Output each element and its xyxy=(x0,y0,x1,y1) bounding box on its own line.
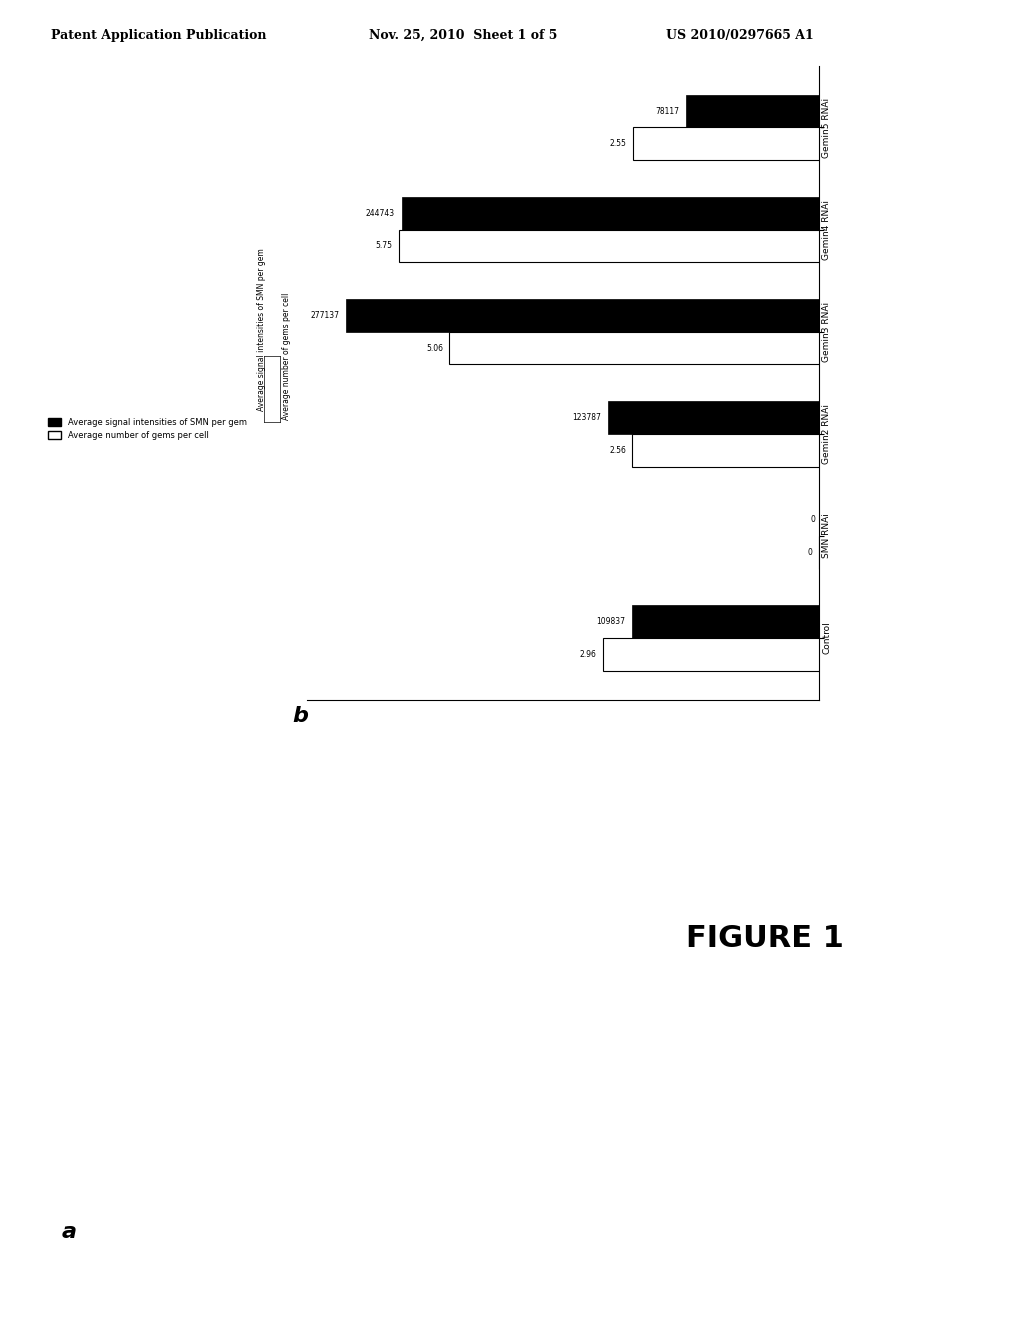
Text: Gemin3 RNAi: Gemin3 RNAi xyxy=(102,1201,143,1205)
Text: SMN RNAi: SMN RNAi xyxy=(228,964,259,968)
Point xyxy=(138,846,155,867)
Text: 5.06: 5.06 xyxy=(426,343,443,352)
Point xyxy=(237,1127,253,1148)
Text: US 2010/0297665 A1: US 2010/0297665 A1 xyxy=(666,29,813,42)
Bar xyxy=(633,128,819,160)
Point xyxy=(122,900,138,921)
Point xyxy=(245,1063,261,1084)
Point xyxy=(271,1106,288,1127)
Legend: Average signal intensities of SMN per gem, Average number of gems per cell: Average signal intensities of SMN per ge… xyxy=(45,414,250,444)
Point xyxy=(280,1138,296,1160)
Text: a: a xyxy=(61,1222,77,1242)
Text: 109837: 109837 xyxy=(596,618,625,626)
Text: FIGURE 1: FIGURE 1 xyxy=(686,924,844,953)
Point xyxy=(303,1073,319,1094)
Text: 2.56: 2.56 xyxy=(609,446,626,454)
Bar xyxy=(398,230,819,263)
Bar xyxy=(346,300,819,331)
Point xyxy=(154,813,170,834)
Point xyxy=(171,1138,188,1160)
Text: 0: 0 xyxy=(807,548,812,557)
Text: b: b xyxy=(292,706,308,726)
Text: Gemin5 RNAi: Gemin5 RNAi xyxy=(354,1201,395,1205)
Bar xyxy=(632,434,819,466)
Point xyxy=(119,1127,135,1148)
Point xyxy=(410,1040,426,1061)
Point xyxy=(390,1106,407,1127)
Text: A: A xyxy=(200,770,207,779)
Point xyxy=(382,912,398,933)
Text: D: D xyxy=(200,1007,207,1016)
Bar xyxy=(603,638,819,671)
Point xyxy=(418,846,434,867)
Text: F: F xyxy=(453,1007,459,1016)
Point xyxy=(106,1047,123,1068)
Point xyxy=(429,803,445,824)
Bar xyxy=(632,606,819,638)
Point xyxy=(424,1127,440,1148)
Text: Gemin2 RNAi: Gemin2 RNAi xyxy=(354,964,395,968)
Point xyxy=(260,1150,276,1171)
Text: 2.96: 2.96 xyxy=(580,649,597,659)
Text: B: B xyxy=(326,770,333,779)
Bar xyxy=(686,95,819,128)
Point xyxy=(406,869,422,890)
Point xyxy=(166,788,182,809)
Text: Patent Application Publication: Patent Application Publication xyxy=(51,29,266,42)
Text: Gemin4 RNAi: Gemin4 RNAi xyxy=(228,1201,269,1205)
Point xyxy=(154,1121,170,1142)
Text: C: C xyxy=(452,770,459,779)
Text: 123787: 123787 xyxy=(572,413,601,422)
Text: 0: 0 xyxy=(811,515,816,524)
Point xyxy=(138,1160,155,1181)
Point xyxy=(158,1073,174,1094)
Text: Average signal intensities of SMN per gem: Average signal intensities of SMN per ge… xyxy=(257,248,265,412)
Text: Nov. 25, 2010  Sheet 1 of 5: Nov. 25, 2010 Sheet 1 of 5 xyxy=(369,29,557,42)
Text: 277137: 277137 xyxy=(310,312,339,319)
Point xyxy=(181,1106,198,1127)
Bar xyxy=(608,401,819,434)
Text: 78117: 78117 xyxy=(655,107,679,116)
Text: 2.55: 2.55 xyxy=(610,140,627,148)
Point xyxy=(127,1084,143,1105)
Point xyxy=(160,890,176,911)
Point xyxy=(169,1063,185,1084)
Bar xyxy=(450,331,819,364)
Point xyxy=(250,1096,266,1117)
Point xyxy=(284,1084,300,1105)
Point xyxy=(134,1051,151,1072)
Point xyxy=(142,1096,159,1117)
Point xyxy=(177,869,194,890)
Point xyxy=(111,803,127,824)
Point xyxy=(435,900,452,921)
Point xyxy=(185,836,202,857)
Point xyxy=(134,923,151,944)
Text: Average number of gems per cell: Average number of gems per cell xyxy=(283,293,291,420)
Text: E: E xyxy=(327,1007,333,1016)
Point xyxy=(103,858,120,879)
Point xyxy=(148,1030,165,1051)
Text: Control: Control xyxy=(102,964,125,968)
Bar xyxy=(401,197,819,230)
Point xyxy=(374,1084,390,1105)
Text: 5.75: 5.75 xyxy=(376,242,393,251)
Point xyxy=(358,879,375,900)
Point xyxy=(292,1040,308,1061)
Point xyxy=(162,1150,178,1171)
Point xyxy=(113,1084,129,1105)
Point xyxy=(365,825,381,846)
Text: 244743: 244743 xyxy=(366,209,394,218)
